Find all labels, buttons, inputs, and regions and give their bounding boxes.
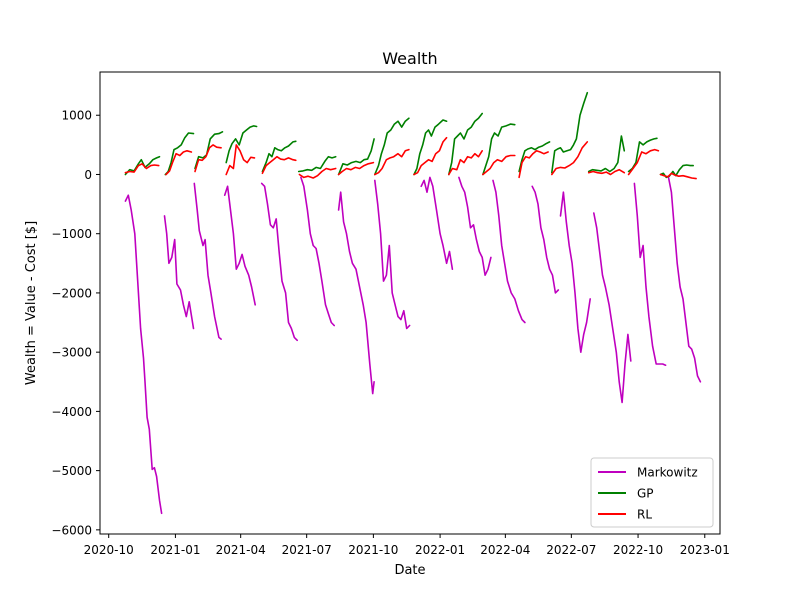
legend-label-markowitz: Markowitz — [637, 466, 698, 480]
series-rl-segment-1 — [124, 163, 160, 174]
series-rl-segment-14 — [587, 168, 626, 176]
series-gp-segment-6 — [297, 155, 337, 173]
series-rl-segment-13 — [550, 141, 589, 176]
x-tick-label-2023-01: 2023-01 — [680, 543, 730, 557]
plot-lines — [124, 91, 702, 515]
x-tick-label-2022-04: 2022-04 — [480, 543, 530, 557]
series-gp-segment-10 — [447, 112, 484, 176]
series-gp-segment-5 — [261, 140, 297, 173]
series-rl-segment-5 — [261, 155, 297, 175]
series-gp-segment-8 — [373, 117, 410, 176]
series-markowitz-segment-1 — [124, 194, 163, 515]
x-tick-label-2020-10: 2020-10 — [84, 543, 134, 557]
series-rl-segment-2 — [165, 150, 193, 176]
x-axis: 2020-10 2021-01 2021-04 2021-07 2021-10 2022-… — [84, 534, 730, 557]
series-rl-segment-8 — [373, 148, 410, 176]
series-gp-segment-7 — [337, 138, 375, 176]
chart-title: Wealth — [382, 49, 437, 68]
plot-frame — [99, 71, 721, 535]
series-markowitz-segment-7 — [337, 191, 375, 395]
series-markowitz-segment-16 — [667, 176, 702, 383]
x-tick-label-2022-01: 2022-01 — [415, 543, 465, 557]
series-markowitz-segment-11 — [492, 179, 526, 324]
x-tick-label-2022-10: 2022-10 — [613, 543, 663, 557]
series-rl-segment-11 — [482, 154, 516, 176]
series-markowitz-segment-13 — [559, 191, 592, 354]
series-markowitz-segment-14 — [592, 212, 632, 404]
y-axis-label: Wealth = Value - Cost [$] — [24, 221, 39, 385]
y-tick-label--4000: −4000 — [51, 405, 92, 419]
y-tick-label--5000: −5000 — [51, 464, 92, 478]
series-markowitz-segment-10 — [458, 176, 492, 277]
legend-label-rl: RL — [637, 508, 652, 522]
series-rl-segment-4 — [225, 144, 256, 176]
series-rl-segment-7 — [337, 161, 375, 176]
series-rl-segment-16 — [659, 172, 697, 180]
series-rl-segment-3 — [194, 144, 222, 173]
y-tick-label-1000: 1000 — [61, 109, 92, 123]
series-rl-segment-6 — [298, 167, 337, 179]
series-gp-segment-13 — [550, 91, 589, 174]
series-rl-segment-10 — [447, 150, 484, 176]
series-markowitz-segment-2 — [163, 215, 195, 330]
y-tick-label--6000: −6000 — [51, 523, 92, 537]
series-gp-segment-15 — [627, 137, 658, 173]
x-tick-label-2022-07: 2022-07 — [546, 543, 596, 557]
y-tick-label-0: 0 — [84, 168, 92, 182]
series-rl — [124, 136, 697, 180]
y-tick-label--3000: −3000 — [51, 346, 92, 360]
y-axis: 1000 0 −1000 −2000 −3000 −4000 −5000 −6000 — [51, 109, 100, 537]
series-rl-segment-12 — [518, 150, 549, 179]
series-markowitz-segment-12 — [531, 185, 560, 294]
series-markowitz-segment-3 — [193, 182, 222, 340]
x-tick-label-2021-04: 2021-04 — [216, 543, 266, 557]
series-markowitz-segment-15 — [633, 182, 667, 367]
x-tick-label-2021-01: 2021-01 — [150, 543, 200, 557]
series-markowitz-segment-6 — [300, 176, 336, 327]
y-tick-label--2000: −2000 — [51, 286, 92, 300]
series-gp-segment-9 — [413, 119, 448, 176]
series-gp-segment-2 — [164, 132, 195, 176]
series-gp-segment-3 — [194, 131, 224, 170]
series-gp-segment-14 — [587, 135, 626, 173]
series-markowitz — [124, 176, 702, 515]
x-tick-label-2021-07: 2021-07 — [282, 543, 332, 557]
series-markowitz-segment-5 — [260, 182, 299, 342]
series-markowitz-segment-8 — [373, 179, 411, 330]
y-tick-label--1000: −1000 — [51, 227, 92, 241]
legend-label-gp: GP — [637, 487, 654, 501]
x-tick-label-2021-10: 2021-10 — [348, 543, 398, 557]
series-markowitz-segment-4 — [223, 185, 256, 306]
series-rl-segment-15 — [627, 148, 660, 176]
x-axis-label: Date — [394, 563, 425, 578]
legend: Markowitz GP RL — [590, 457, 714, 528]
series-rl-segment-9 — [413, 136, 448, 176]
series-gp-segment-11 — [482, 123, 516, 176]
series-gp-segment-12 — [518, 141, 551, 173]
series-gp-segment-1 — [124, 155, 161, 176]
legend-box — [590, 457, 714, 528]
series-gp-segment-4 — [225, 125, 258, 164]
series-gp — [124, 91, 695, 179]
series-markowitz-segment-9 — [420, 176, 454, 271]
